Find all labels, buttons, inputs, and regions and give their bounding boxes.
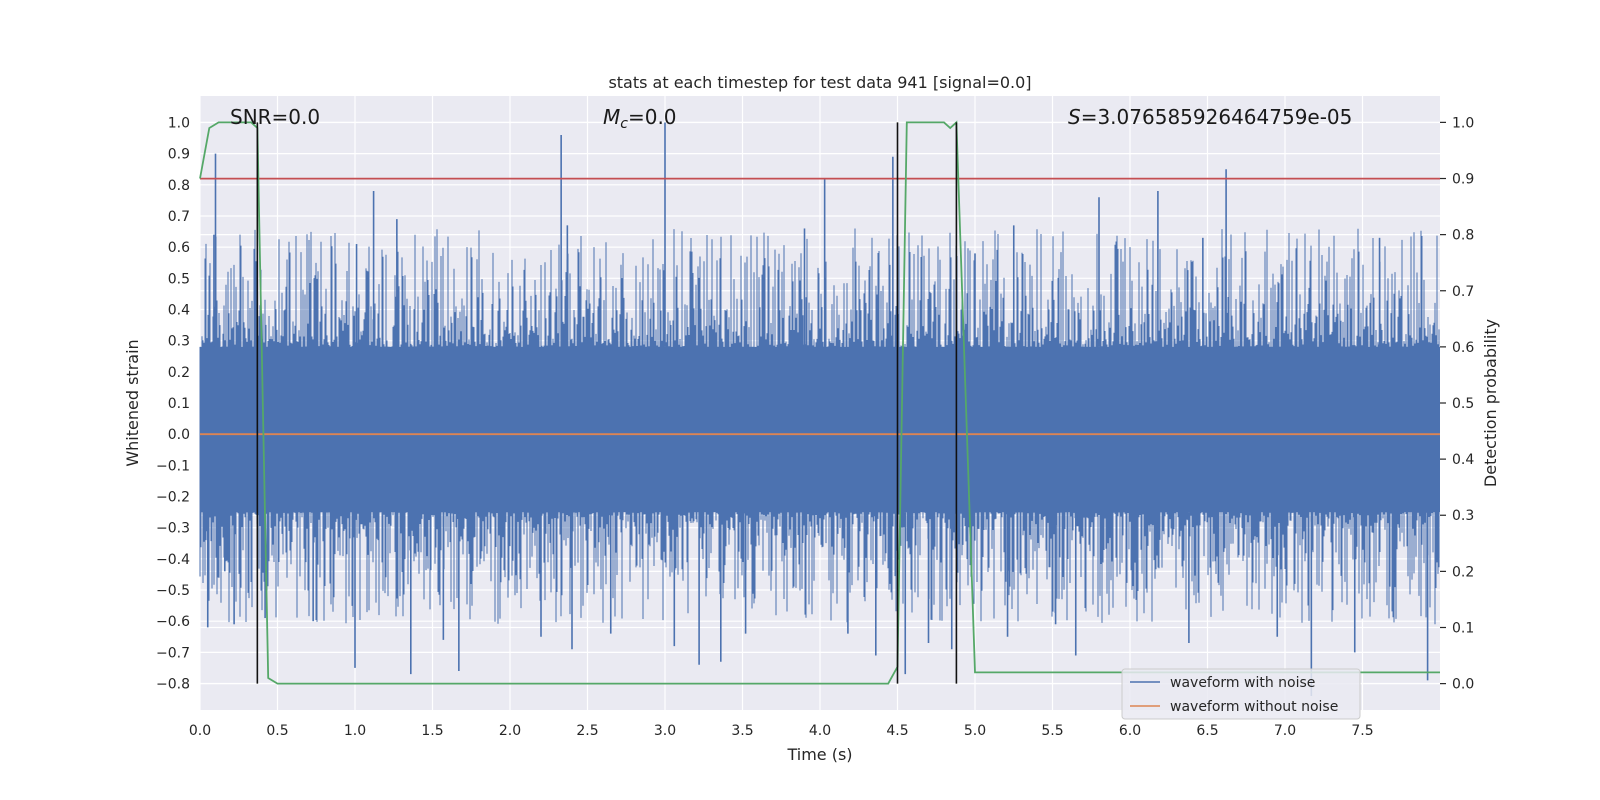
y2-tick-label-9: 0.1 xyxy=(1452,620,1474,636)
y2-tick-label-0: 1.0 xyxy=(1452,115,1474,131)
x-tick-label-3: 1.5 xyxy=(421,723,443,739)
x-tick-label-9: 4.5 xyxy=(886,723,908,739)
y2-axis-label: Detection probability xyxy=(1481,319,1500,487)
x-tick-label-8: 4.0 xyxy=(809,723,831,739)
y-tick-label-10: 0.0 xyxy=(168,427,190,443)
x-tick-label-6: 3.0 xyxy=(654,723,676,739)
y2-tick-label-1: 0.9 xyxy=(1452,172,1474,188)
y2-tick-label-5: 0.5 xyxy=(1452,396,1474,412)
x-tick-label-11: 5.5 xyxy=(1041,723,1063,739)
y-tick-label-12: −0.2 xyxy=(156,490,190,506)
y2-tick-labels: 1.0 0.9 0.8 0.7 0.6 0.5 0.4 0.3 0.2 0.1 0.0 xyxy=(1440,115,1474,693)
s-annotation: S=3.076585926464759e-05 xyxy=(1068,105,1352,129)
y-tick-label-3: 0.7 xyxy=(168,209,190,225)
y-tick-label-7: 0.3 xyxy=(168,334,190,350)
y2-tick-label-7: 0.3 xyxy=(1452,508,1474,524)
vertical-lines xyxy=(256,122,958,684)
y-tick-label-11: −0.1 xyxy=(156,458,190,474)
x-tick-label-0: 0.0 xyxy=(189,723,211,739)
x-tick-label-14: 7.0 xyxy=(1274,723,1296,739)
y-tick-label-4: 0.6 xyxy=(168,240,190,256)
x-tick-label-13: 6.5 xyxy=(1196,723,1218,739)
y-tick-label-13: −0.3 xyxy=(156,521,190,537)
x-tick-label-15: 7.5 xyxy=(1351,723,1373,739)
y2-tick-label-2: 0.8 xyxy=(1452,228,1474,244)
y2-tick-label-4: 0.6 xyxy=(1452,340,1474,356)
noise-band xyxy=(199,122,1440,696)
x-tick-label-4: 2.0 xyxy=(499,723,521,739)
legend-label-noise: waveform with noise xyxy=(1170,675,1315,691)
x-axis-label: Time (s) xyxy=(786,745,852,764)
snr-annotation: SNR=0.0 xyxy=(230,105,320,129)
y2-tick-label-3: 0.7 xyxy=(1452,284,1474,300)
mc-annotation: Mc=0.0 xyxy=(603,105,677,132)
x-tick-label-1: 0.5 xyxy=(266,723,288,739)
s-symbol: S xyxy=(1068,105,1081,129)
y-tick-label-2: 0.8 xyxy=(168,178,190,194)
y-tick-label-5: 0.5 xyxy=(168,271,190,287)
y-tick-label-6: 0.4 xyxy=(168,302,190,318)
x-tick-label-7: 3.5 xyxy=(731,723,753,739)
x-tick-label-2: 1.0 xyxy=(344,723,366,739)
y-tick-label-8: 0.2 xyxy=(168,365,190,381)
y-tick-label-15: −0.5 xyxy=(156,583,190,599)
x-tick-label-10: 5.0 xyxy=(964,723,986,739)
mc-symbol: M xyxy=(603,105,620,129)
detection-probability-line xyxy=(199,120,1440,685)
legend: waveform with noise waveform without noi… xyxy=(1121,668,1361,720)
legend-box xyxy=(1121,668,1361,720)
x-tick-labels: 0.0 0.5 1.0 1.5 2.0 2.5 3.0 3.5 4.0 4.5 5.0 5.5 6.0 6… xyxy=(189,723,1374,739)
y-axis-label: Whitened strain xyxy=(123,339,142,466)
y-tick-label-9: 0.1 xyxy=(168,396,190,412)
mc-subscript: c xyxy=(620,116,628,132)
mc-value: =0.0 xyxy=(628,105,677,129)
y-tick-label-18: −0.8 xyxy=(156,677,190,693)
chart-title: stats at each timestep for test data 941… xyxy=(608,73,1031,92)
y-tick-label-17: −0.7 xyxy=(156,645,190,661)
legend-label-no-noise: waveform without noise xyxy=(1170,699,1338,715)
y2-tick-label-10: 0.0 xyxy=(1452,677,1474,693)
y-tick-label-14: −0.4 xyxy=(156,552,190,568)
series-layer xyxy=(199,120,1440,685)
y-tick-label-1: 0.9 xyxy=(168,147,190,163)
y2-tick-label-6: 0.4 xyxy=(1452,452,1474,468)
y-tick-label-16: −0.6 xyxy=(156,614,190,630)
y-tick-label-0: 1.0 xyxy=(168,115,190,131)
x-tick-label-5: 2.5 xyxy=(576,723,598,739)
y2-tick-label-8: 0.2 xyxy=(1452,564,1474,580)
y-tick-labels: 1.0 0.9 0.8 0.7 0.6 0.5 0.4 0.3 0.2 0.1 0.0 −0.1 −0.… xyxy=(156,115,190,692)
x-tick-label-12: 6.0 xyxy=(1119,723,1141,739)
s-value: =3.076585926464759e-05 xyxy=(1081,105,1353,129)
